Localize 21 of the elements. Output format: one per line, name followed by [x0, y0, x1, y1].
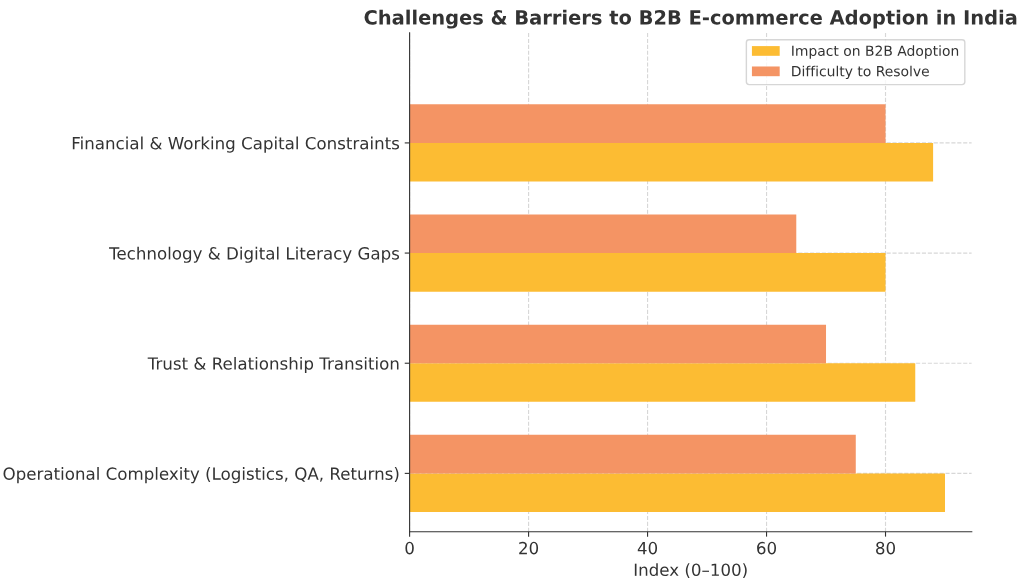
x-tick-label: 0: [405, 541, 414, 555]
y-tick-label: Trust & Relationship Transition: [147, 356, 399, 374]
bar: [409, 253, 886, 292]
bar: [409, 473, 946, 512]
y-tick-label: Operational Complexity (Logistics, QA, Returns): [3, 467, 399, 484]
bar: [409, 434, 856, 474]
bar: [409, 324, 827, 364]
chart-title: Challenges & Barriers to B2B E-commerce Adoption in India: [364, 9, 1017, 29]
x-axis-title: Index (0–100): [634, 563, 747, 579]
y-tick-label: Technology & Digital Literacy Gaps: [109, 246, 400, 263]
bar: [409, 214, 797, 254]
x-tick-label: 40: [637, 541, 658, 555]
bar: [409, 363, 916, 402]
legend-label: Difficulty to Resolve: [792, 65, 929, 80]
y-tick-label: Financial & Working Capital Constraints: [72, 136, 400, 153]
bar: [409, 142, 934, 182]
x-tick-label: 20: [519, 541, 539, 555]
legend-label: Impact on B2B Adoption: [792, 45, 959, 59]
x-tick-label: 80: [876, 541, 896, 555]
bar: [409, 104, 886, 143]
x-tick-label: 60: [757, 541, 777, 555]
